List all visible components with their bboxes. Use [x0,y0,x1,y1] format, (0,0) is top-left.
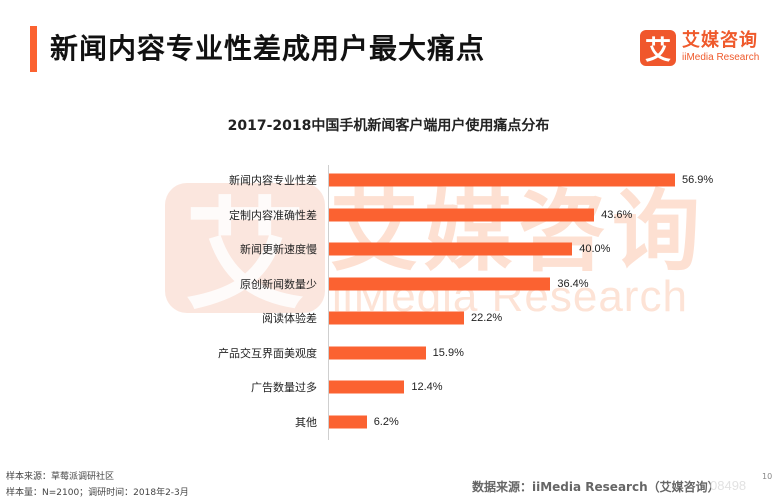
overlay-watermark-text: 08498 [710,478,747,493]
bar-row: 广告数量过多 12.4% [0,370,777,404]
bar [329,173,675,187]
value-label: 43.6% [601,208,633,221]
bar-row: 原创新闻数量少 36.4% [0,267,777,301]
category-label: 原创新闻数量少 [240,277,317,291]
category-label: 新闻更新速度慢 [240,243,317,256]
bar-row: 新闻内容专业性差 56.9% [0,163,777,197]
page-title: 新闻内容专业性差成用户最大痛点 [50,32,486,65]
bar-row: 定制内容准确性差 43.6% [0,198,777,232]
bar-row: 新闻更新速度慢 40.0% [0,232,777,266]
value-label: 15.9% [432,346,464,359]
iimedia-logo: 艾 艾媒咨询 iiMedia Research [640,30,759,66]
sample-size: 样本量：N=2100；调研时间：2018年2-3月 [6,488,189,498]
value-label: 56.9% [682,174,714,186]
logo-name-cn: 艾媒咨询 [682,30,758,51]
page-number: 10 [762,472,773,481]
sample-source: 样本来源：草莓派调研社区 [6,472,115,482]
bar [329,277,551,290]
title-accent-bar [30,26,37,72]
bar-row: 阅读体验差 22.2% [0,301,777,335]
value-label: 40.0% [579,243,611,255]
logo-name-en: iiMedia Research [682,52,760,63]
category-label: 新闻内容专业性差 [229,174,317,187]
y-axis-line [328,165,329,440]
category-label: 广告数量过多 [251,381,317,394]
category-label: 产品交互界面美观度 [218,346,317,360]
value-label: 22.2% [470,312,503,324]
bar [329,311,464,325]
value-label: 12.4% [411,381,443,393]
bar-row: 产品交互界面美观度 15.9% [0,336,777,370]
bar [329,415,367,428]
chart-title: 2017-2018中国手机新闻客户端用户使用痛点分布 [227,118,550,134]
bar [329,380,405,394]
bar [329,242,573,256]
category-label: 阅读体验差 [262,312,317,325]
category-label: 定制内容准确性差 [229,208,317,222]
category-label: 其他 [295,415,317,429]
bar [329,346,426,359]
bar-row: 其他 6.2% [0,405,777,439]
data-source: 数据来源：iiMedia Research（艾媒咨询） [472,480,720,494]
value-label: 6.2% [373,415,399,428]
logo-icon: 艾 [640,30,676,66]
bar [329,208,595,221]
value-label: 36.4% [557,277,589,290]
